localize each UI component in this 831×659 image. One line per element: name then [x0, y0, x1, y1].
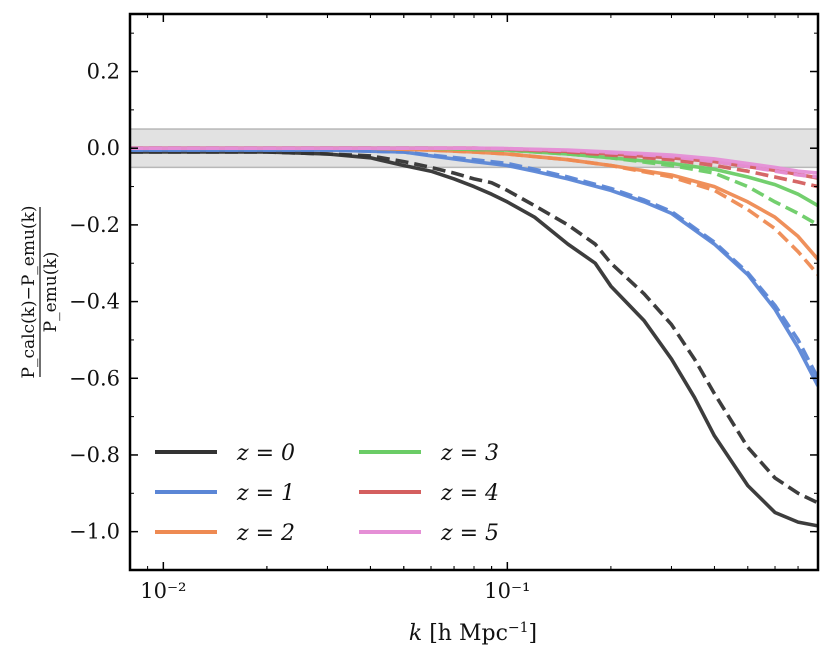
legend-label: z = 1 [236, 481, 295, 506]
y-tick-label: −0.4 [69, 290, 120, 314]
y-axis-label: P_calc(k)−P_emu(k) P_emu(k) [19, 206, 61, 379]
x-tick-label: 10⁻¹ [484, 579, 530, 603]
series-lines [130, 146, 818, 528]
axis-ticks: 0.2 0.0 −0.2 −0.4 −0.6 −0.8 −1.0 10⁻² 10⁻¹ [69, 14, 818, 603]
series-1-dashed-line [130, 148, 818, 380]
y-tick-label: −0.8 [69, 443, 120, 467]
legend-label: z = 4 [440, 481, 499, 506]
x-axis-label: k [h Mpc−1] [409, 620, 537, 646]
y-tick-label: −0.2 [69, 213, 120, 237]
legend: z = 0 z = 1 z = 2 z = 3 z = 4 z = 5 [155, 441, 499, 546]
series-0-solid-line [130, 150, 818, 528]
y-tick-label: −0.6 [69, 366, 120, 390]
legend-label: z = 3 [440, 441, 499, 466]
y-tick-label: −1.0 [69, 520, 120, 544]
legend-label: z = 0 [236, 441, 295, 466]
series-1-solid-line [130, 148, 818, 387]
y-tick-label: 0.0 [87, 136, 120, 160]
series-5-solid-line [130, 146, 818, 175]
y-axis-label-denominator: P_emu(k) [41, 252, 61, 333]
legend-label: z = 2 [236, 521, 295, 546]
y-tick-label: 0.2 [87, 60, 120, 84]
x-tick-label: 10⁻² [140, 579, 186, 603]
series-0-dashed-line [130, 150, 818, 505]
y-axis-label-numerator: P_calc(k)−P_emu(k) [19, 206, 39, 379]
legend-label: z = 5 [440, 521, 499, 546]
